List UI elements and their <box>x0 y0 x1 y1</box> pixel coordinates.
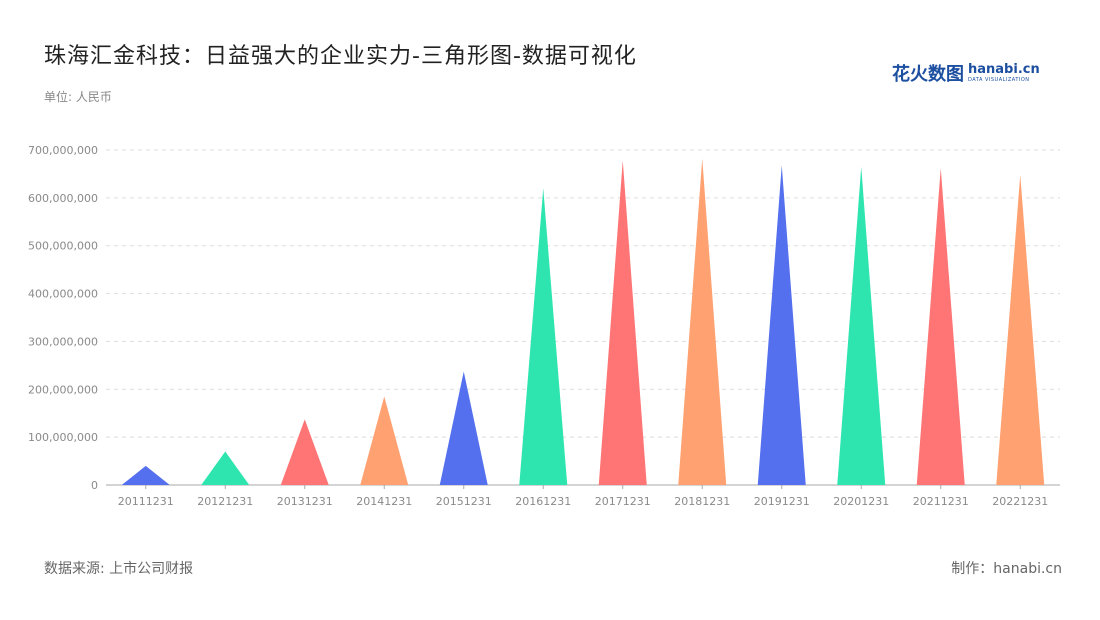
x-tick-label: 20201231 <box>833 495 889 508</box>
triangle-bar-20121231[interactable] <box>201 451 250 486</box>
x-tick-label: 20131231 <box>277 495 333 508</box>
triangle-bar-20131231[interactable] <box>280 419 329 485</box>
triangle-bar-20181231[interactable] <box>678 158 727 485</box>
x-tick-label: 20181231 <box>674 495 730 508</box>
grid-layer <box>106 149 1060 438</box>
triangle-bar-20151231[interactable] <box>439 371 488 485</box>
y-tick-label: 0 <box>91 479 98 492</box>
x-tick-label: 20141231 <box>356 495 412 508</box>
x-tick-label: 20211231 <box>913 495 969 508</box>
triangle-bar-20141231[interactable] <box>360 396 409 485</box>
y-tick-label: 100,000,000 <box>28 431 98 444</box>
logo-en-text: hanabi.cn <box>968 62 1040 77</box>
y-tick-label: 600,000,000 <box>28 192 98 205</box>
label-layer: 0 100,000,000 200,000,000 300,000,000 400,00… <box>28 144 1048 508</box>
x-tick-label: 20191231 <box>754 495 810 508</box>
logo-side: hanabi.cn DATA VISUALIZATION <box>968 63 1040 83</box>
data-source: 数据来源: 上市公司财报 <box>44 561 194 577</box>
triangle-bar-20171231[interactable] <box>598 160 647 485</box>
y-tick-label: 300,000,000 <box>28 335 98 348</box>
y-tick-label: 500,000,000 <box>28 240 98 253</box>
x-tick-label: 20151231 <box>436 495 492 508</box>
triangle-bar-20161231[interactable] <box>519 188 568 486</box>
unit-label: 单位: 人民币 <box>44 90 112 104</box>
triangle-bar-20221231[interactable] <box>996 174 1045 485</box>
x-tick-label: 20161231 <box>515 495 571 508</box>
logo-sub-text: DATA VISUALIZATION <box>968 77 1030 83</box>
triangle-bar-20191231[interactable] <box>757 165 806 486</box>
chart-title: 珠海汇金科技：日益强大的企业实力-三角形图-数据可视化 <box>44 44 637 69</box>
brand-logo: 花火数图 hanabi.cn DATA VISUALIZATION <box>892 60 1040 86</box>
triangle-bar-20111231[interactable] <box>121 465 170 485</box>
axis-layer <box>106 484 1060 489</box>
y-tick-label: 700,000,000 <box>28 144 98 157</box>
bar-layer <box>121 158 1045 486</box>
triangle-bar-20211231[interactable] <box>916 168 965 485</box>
x-tick-label: 20221231 <box>992 495 1048 508</box>
x-tick-label: 20171231 <box>595 495 651 508</box>
y-tick-label: 400,000,000 <box>28 288 98 301</box>
x-tick-label: 20111231 <box>118 495 174 508</box>
triangle-bar-20201231[interactable] <box>837 166 886 485</box>
x-tick-label: 20121231 <box>197 495 253 508</box>
credit-label: 制作：hanabi.cn <box>951 561 1062 577</box>
logo-cn-text: 花火数图 <box>892 64 964 85</box>
y-tick-label: 200,000,000 <box>28 383 98 396</box>
